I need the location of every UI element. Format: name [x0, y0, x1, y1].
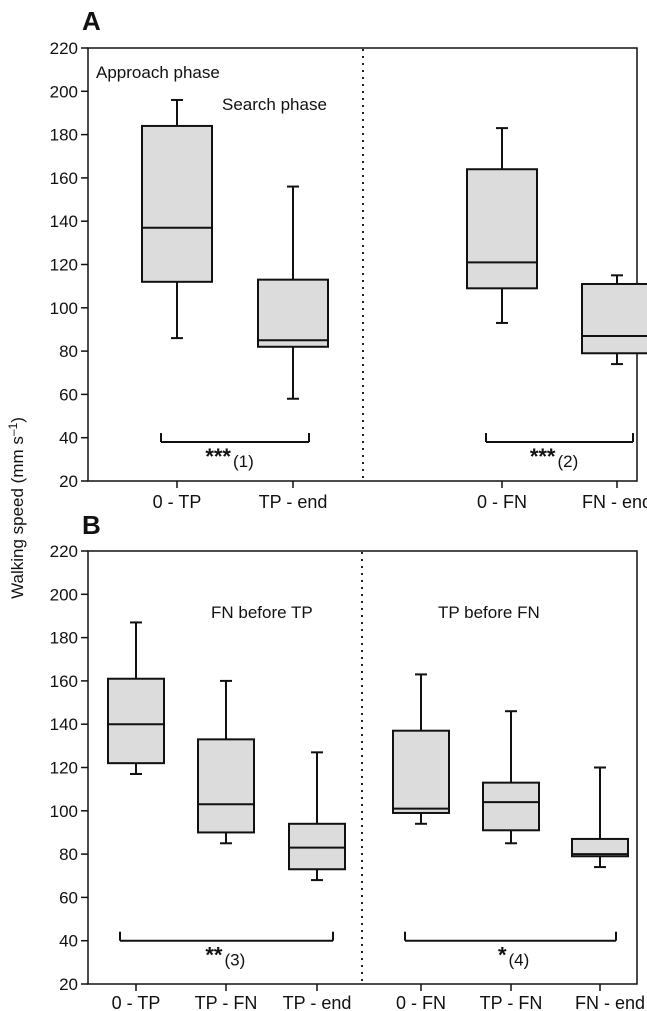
y-tick-label: 120 [50, 759, 78, 778]
significance-note: (1) [233, 452, 254, 471]
panel-b-fn-before-tp-label: FN before TP [211, 603, 313, 622]
iqr-box [257, 278, 329, 348]
panel-a-search-label: Search phase [222, 95, 327, 114]
iqr-box [197, 738, 255, 834]
iqr-box [392, 729, 450, 814]
category-label: 0 - TP [112, 993, 161, 1011]
iqr-box [581, 282, 647, 355]
category-label: TP - end [283, 993, 352, 1011]
category-label: FN - end [582, 492, 647, 512]
panel-b-tp-before-fn-label: TP before FN [438, 603, 540, 622]
panel-b-letter: B [82, 510, 101, 540]
y-tick-label: 100 [50, 802, 78, 821]
y-tick-label: 180 [50, 126, 78, 145]
y-tick-label: 120 [50, 256, 78, 275]
category-label: 0 - FN [477, 492, 527, 512]
category-label: 0 - FN [396, 993, 446, 1011]
y-tick-label: 40 [59, 932, 78, 951]
y-axis-label: Walking speed (mm s–1) [6, 417, 27, 599]
y-tick-label: 180 [50, 629, 78, 648]
panel-a-letter: A [82, 6, 101, 36]
y-tick-label: 220 [50, 542, 78, 561]
iqr-box [141, 124, 213, 283]
panel-a-boxes: *** (1) *** (2) [141, 98, 647, 471]
panel-a-category-labels: 0 - TP TP - end 0 - FN FN - end [153, 481, 647, 512]
panel-b-y-axis: 20 40 60 80 100 120 140 160 180 200 220 [50, 542, 363, 994]
y-tick-label: 20 [59, 472, 78, 491]
y-tick-label: 60 [59, 385, 78, 404]
y-tick-label: 80 [59, 845, 78, 864]
iqr-box [571, 837, 629, 858]
significance-note: (2) [558, 452, 579, 471]
y-tick-label: 160 [50, 672, 78, 691]
y-tick-label: 40 [59, 429, 78, 448]
significance-stars: * [498, 943, 507, 968]
y-tick-label: 160 [50, 169, 78, 188]
significance-stars: *** [530, 444, 556, 469]
category-label: TP - FN [195, 993, 258, 1011]
significance-stars: *** [205, 444, 231, 469]
panel-b-category-labels: 0 - TP TP - FN TP - end 0 - FN TP - FN FN - e… [112, 984, 645, 1011]
category-label: TP - FN [480, 993, 543, 1011]
y-tick-label: 100 [50, 299, 78, 318]
panel-b-boxes: ** (3) * (4) [107, 621, 629, 970]
y-tick-label: 140 [50, 715, 78, 734]
panel-a-y-axis: 20 40 60 80 100 120 140 160 180 200 220 [50, 39, 364, 491]
y-tick-label: 20 [59, 975, 78, 994]
iqr-box [482, 781, 540, 832]
significance-note: (3) [225, 951, 246, 970]
category-label: FN - end [575, 993, 645, 1011]
iqr-box [288, 822, 346, 871]
significance-note: (4) [509, 951, 530, 970]
y-tick-label: 80 [59, 342, 78, 361]
category-label: TP - end [259, 492, 328, 512]
panel-a-approach-label: Approach phase [96, 63, 220, 82]
y-tick-label: 60 [59, 888, 78, 907]
y-tick-label: 220 [50, 39, 78, 58]
category-label: 0 - TP [153, 492, 202, 512]
y-tick-label: 200 [50, 585, 78, 604]
panel-b: B 20 40 60 80 100 120 140 160 180 200 220 ** (3) * (4… [50, 510, 645, 1011]
y-tick-label: 140 [50, 212, 78, 231]
iqr-box [107, 677, 165, 765]
iqr-box [466, 168, 538, 290]
y-tick-label: 200 [50, 82, 78, 101]
significance-stars: ** [205, 943, 223, 968]
